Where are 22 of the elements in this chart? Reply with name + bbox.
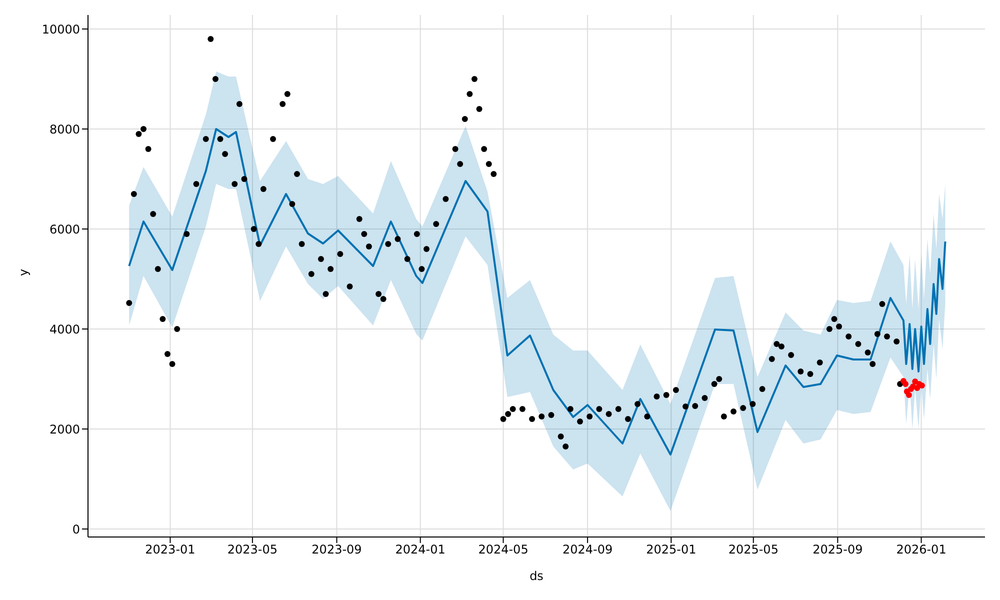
x-tick-label: 2025-01 <box>646 542 696 557</box>
x-tick-label: 2023-05 <box>227 542 278 557</box>
y-tick-label: 2000 <box>49 422 80 436</box>
x-tick-label: 2023-09 <box>312 542 362 557</box>
x-tick-label: 2024-01 <box>395 542 446 557</box>
x-tick-label: 2025-05 <box>728 542 778 557</box>
y-tick-label: 4000 <box>49 322 80 336</box>
y-tick-label: 0 <box>72 522 80 536</box>
x-tick-label: 2023-01 <box>145 542 196 557</box>
x-axis-title: ds <box>530 569 544 583</box>
y-axis-title: y <box>16 268 30 276</box>
x-tick-label: 2024-09 <box>562 542 613 557</box>
x-tick-label: 2025-09 <box>812 542 863 557</box>
point <box>902 381 909 387</box>
point <box>912 378 918 384</box>
y-tick-label: 6000 <box>49 222 80 236</box>
point <box>906 392 912 398</box>
x-tick-label: 2024-05 <box>478 542 528 557</box>
x-tick-label: 2026-01 <box>896 542 946 557</box>
y-tick-label: 8000 <box>49 122 80 136</box>
y-tick-label: 10000 <box>42 22 80 36</box>
line-series <box>128 128 946 456</box>
